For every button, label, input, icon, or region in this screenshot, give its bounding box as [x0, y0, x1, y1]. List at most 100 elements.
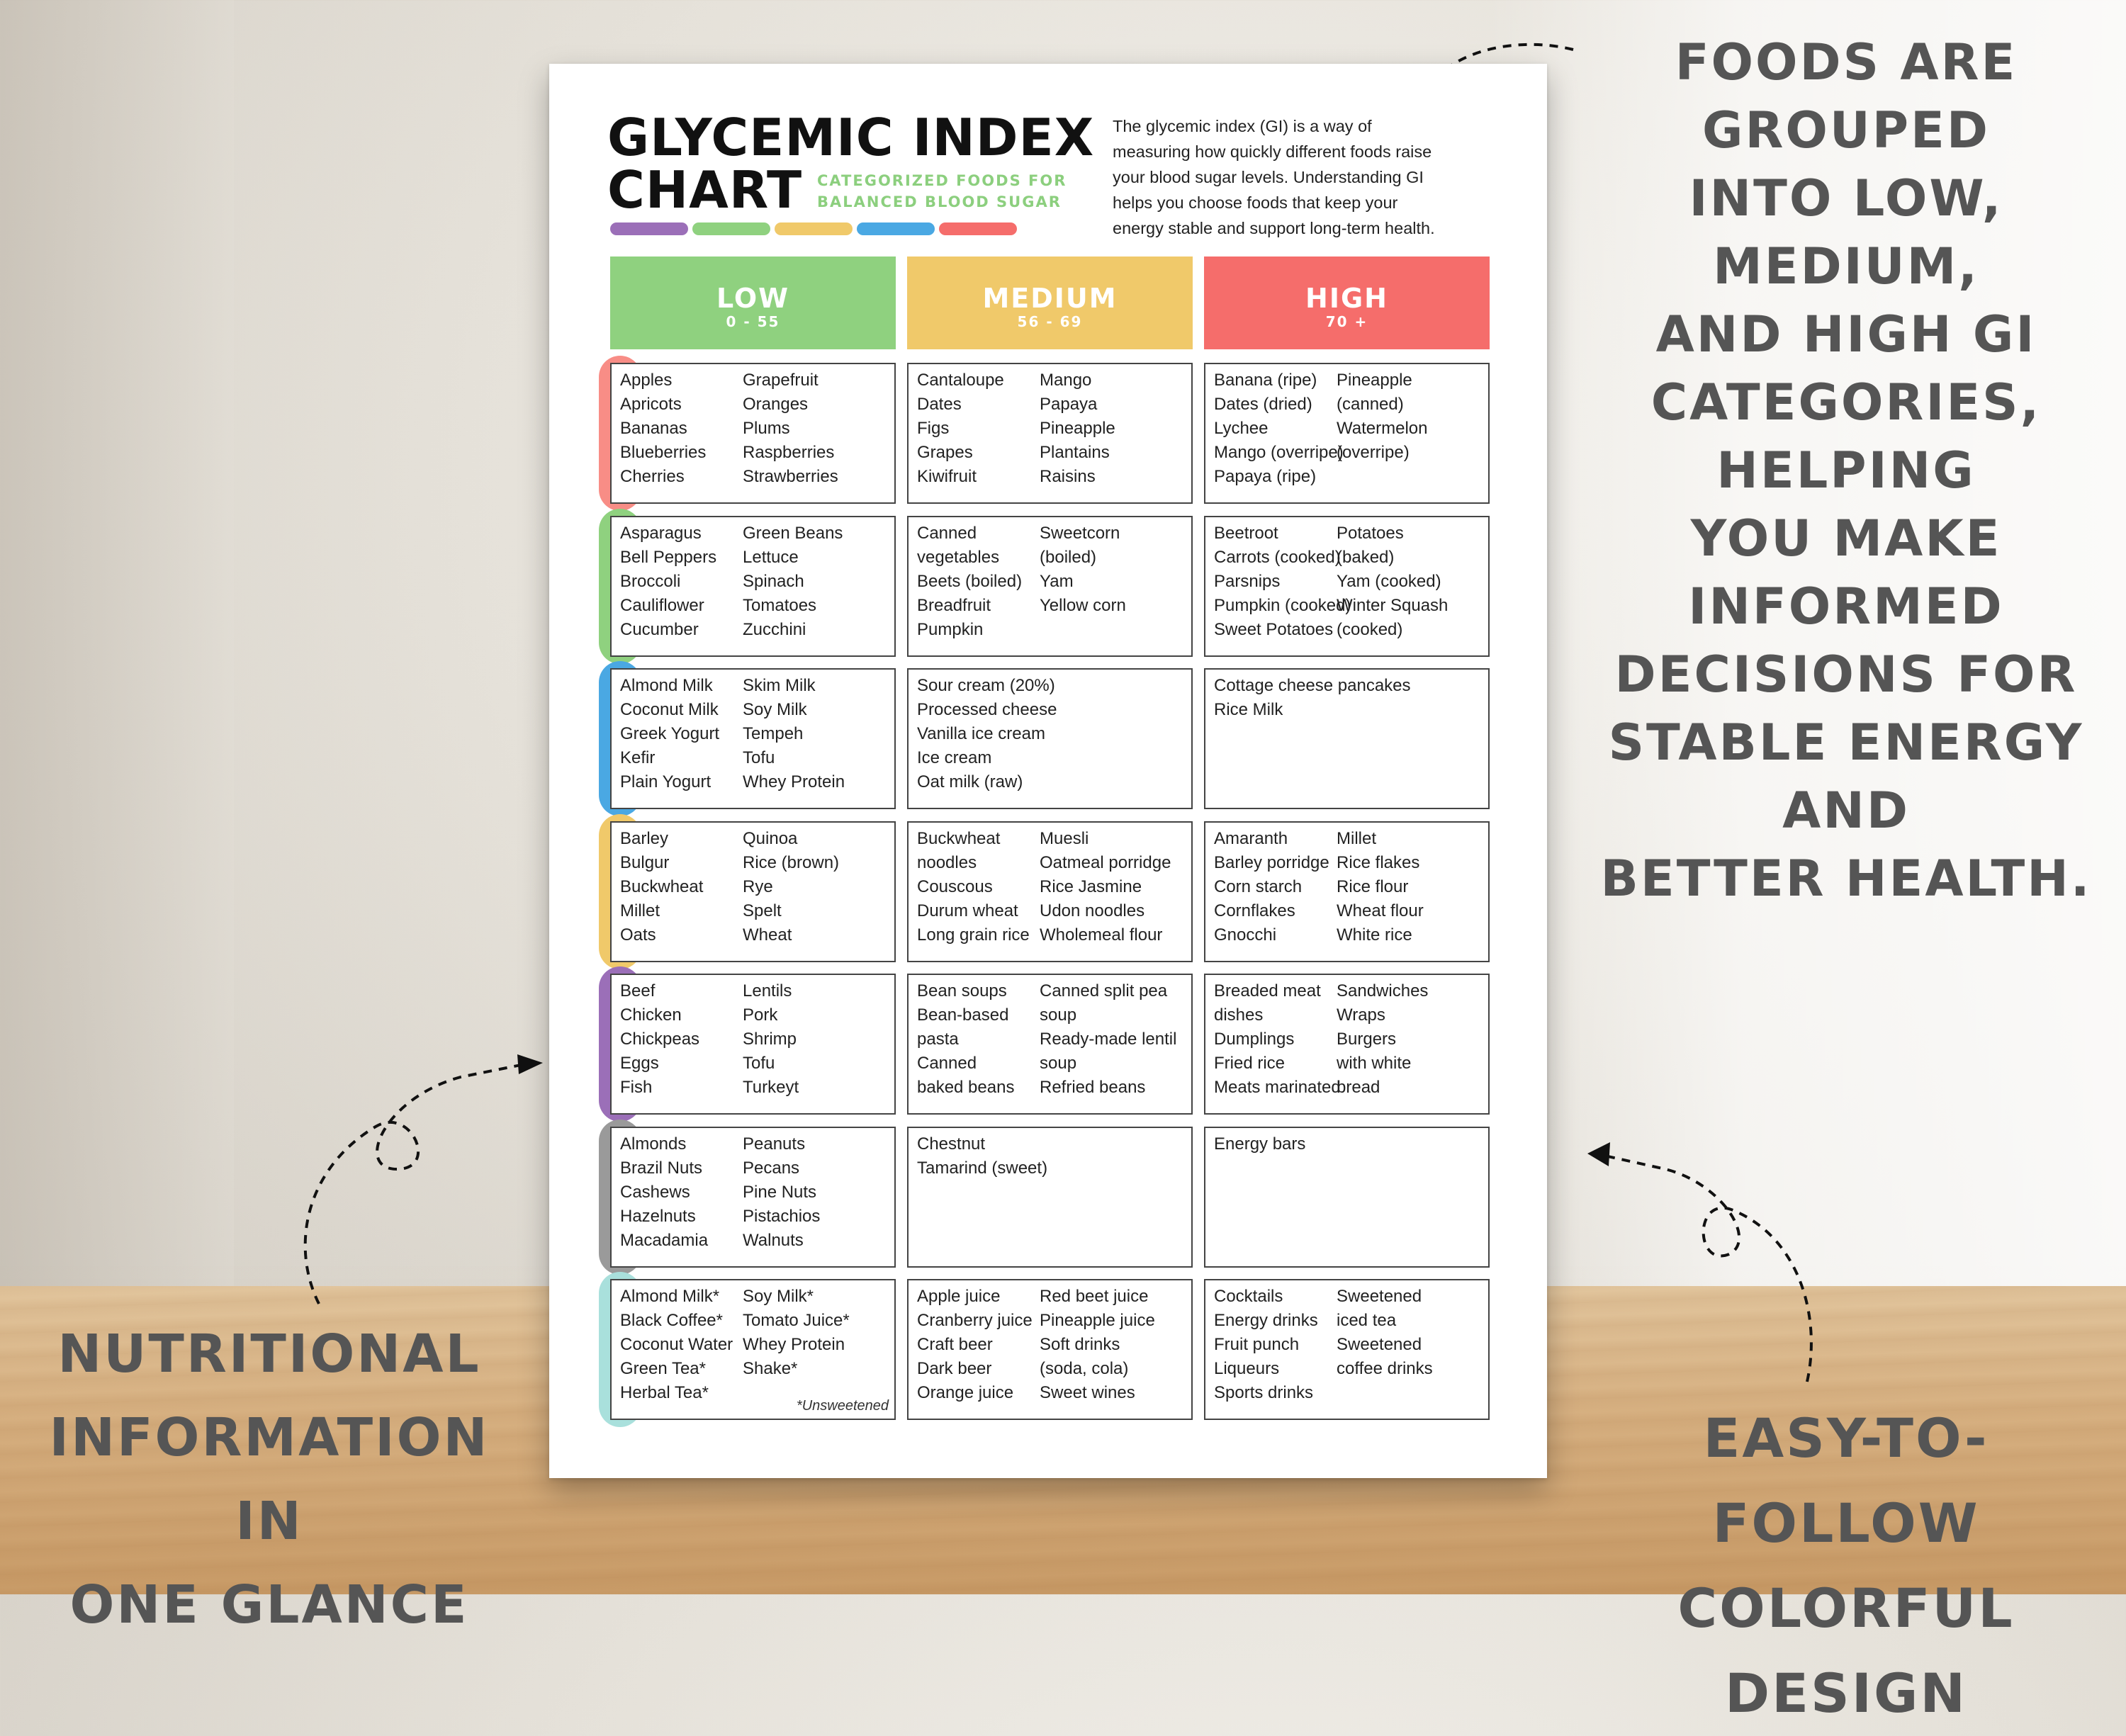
food-list: Beef Chicken Chickpeas Eggs Fish [620, 979, 699, 1100]
column-header-medium: MEDIUM 56 - 69 [907, 257, 1193, 349]
food-item: Winter Squash [1337, 595, 1449, 615]
food-item: Asparagus [620, 523, 702, 543]
food-list: Almonds Brazil Nuts Cashews Hazelnuts Macada… [620, 1132, 708, 1253]
food-item: Sandwiches [1337, 981, 1429, 1001]
food-item: Millet [620, 901, 660, 920]
cell-fruits-high: Banana (ripe) Dates (dried) Lychee Mango (o… [1204, 363, 1490, 504]
food-item: noodles [917, 852, 977, 872]
food-item: Mango (overripe) [1214, 443, 1344, 462]
food-item: Ready-made lentil [1040, 1030, 1177, 1049]
food-item: Canned [917, 1054, 977, 1073]
food-item: Pork [743, 1005, 778, 1025]
cell-grains-low: Barley Bulgur Buckwheat Millet Oats Quinoa Ric… [610, 821, 896, 962]
column-header-range: 0 - 55 [726, 313, 780, 330]
cell-veggies-medium: Canned vegetables Beets (boiled) Breadfruit… [907, 515, 1193, 657]
food-item: Apple juice [917, 1287, 1001, 1306]
food-item: Bulgur [620, 852, 670, 872]
food-item: Plums [743, 419, 790, 438]
food-item: Sweet Potatoes [1214, 619, 1334, 639]
food-item: Herbal Tea* [620, 1383, 709, 1402]
food-list: Canned vegetables Beets (boiled) Breadfruit… [917, 522, 1022, 642]
food-item: Beetroot [1214, 523, 1278, 543]
food-item: Fried rice [1214, 1054, 1286, 1073]
cell-proteins-high: Breaded meat dishes Dumplings Fried rice Mea… [1204, 974, 1490, 1115]
food-item: Rice flour [1337, 877, 1409, 896]
food-item: soup [1040, 1005, 1077, 1025]
food-list: Buckwheat noodles Couscous Durum wheat Long … [917, 827, 1030, 947]
food-item: Dumplings [1214, 1030, 1295, 1049]
food-item: Cherries [620, 467, 685, 486]
cell-nuts-medium: Chestnut Tamarind (sweet) [907, 1126, 1193, 1268]
food-item: Green Tea* [620, 1359, 706, 1378]
food-item: Couscous [917, 877, 993, 896]
food-list: Banana (ripe) Dates (dried) Lychee Mango (o… [1214, 368, 1344, 489]
food-item: Tofu [743, 1054, 775, 1073]
gi-chart-poster: GLYCEMIC INDEX CHART CATEGORIZED FOODS F… [549, 64, 1547, 1478]
food-item: coffee drinks [1337, 1359, 1433, 1378]
food-item: (overripe) [1337, 443, 1410, 462]
food-item: (cooked) [1337, 619, 1403, 639]
food-item: Muesli [1040, 828, 1089, 848]
food-item: Lentils [743, 981, 792, 1001]
food-item: Figs [917, 419, 950, 438]
cell-proteins-medium: Bean soups Bean-based pasta Canned baked bea… [907, 974, 1193, 1115]
cell-veggies-high: Beetroot Carrots (cooked) Parsnips Pumpkin … [1204, 515, 1490, 657]
callout-bottom-left: NUTRITIONAL INFORMATION IN ONE GLANCE [49, 1324, 490, 1635]
food-item: Fruit punch [1214, 1335, 1300, 1354]
food-list: Canned split pea soup Ready-made lentil sou… [1040, 979, 1176, 1100]
food-item: Beef [620, 981, 656, 1001]
food-list: Millet Rice flakes Rice flour Wheat flour Wh… [1337, 827, 1424, 947]
food-item: Bananas [620, 419, 687, 438]
food-item: Tamarind (sweet) [917, 1158, 1048, 1178]
food-list: Lentils Pork Shrimp Tofu Turkeyt [743, 979, 799, 1100]
column-header-low: LOW 0 - 55 [610, 257, 896, 349]
food-list: Breaded meat dishes Dumplings Fried rice Mea… [1214, 979, 1341, 1100]
food-item: Greek Yogurt [620, 724, 720, 743]
food-item: Chicken [620, 1005, 682, 1025]
food-list: Energy bars [1214, 1132, 1305, 1156]
food-item: Oranges [743, 395, 809, 414]
background-window-right [1488, 0, 2126, 1290]
food-item: Amaranth [1214, 828, 1288, 848]
food-item: Soft drinks [1040, 1335, 1120, 1354]
food-item: Peanuts [743, 1134, 806, 1154]
food-item: Papaya [1040, 395, 1098, 414]
food-item: Apricots [620, 395, 682, 414]
background-window-left [0, 0, 234, 1290]
food-item: Dates (dried) [1214, 395, 1312, 414]
food-item: Parsnips [1214, 571, 1281, 591]
color-swatch [857, 222, 935, 235]
food-item: Chestnut [917, 1134, 986, 1154]
food-item: Pumpkin (cooked) [1214, 595, 1351, 615]
food-item: Rice flakes [1337, 852, 1420, 872]
food-list: Mango Papaya Pineapple Plantains Raisins [1040, 368, 1115, 489]
color-swatch [775, 222, 853, 235]
food-item: Tomato Juice* [743, 1311, 850, 1330]
food-item: Yam (cooked) [1337, 571, 1441, 591]
color-swatch [939, 222, 1017, 235]
cell-proteins-low: Beef Chicken Chickpeas Eggs Fish Lentils Pork S… [610, 974, 896, 1115]
food-item: Grapefruit [743, 371, 819, 390]
food-item: Rice Jasmine [1040, 877, 1142, 896]
food-list: Peanuts Pecans Pine Nuts Pistachios Walnuts [743, 1132, 820, 1253]
food-item: Sweet wines [1040, 1383, 1135, 1402]
food-item: Pineapple [1040, 419, 1115, 438]
food-item: Wraps [1337, 1005, 1385, 1025]
column-header-high: HIGH 70 + [1204, 257, 1490, 349]
food-item: Barley [620, 828, 669, 848]
food-item: Sweetened [1337, 1335, 1422, 1354]
food-list: Chestnut Tamarind (sweet) [917, 1132, 1047, 1180]
food-item: Cucumber [620, 619, 699, 639]
column-header-range: 70 + [1325, 313, 1368, 330]
food-item: Pumpkin [917, 619, 984, 639]
food-item: Buckwheat [917, 828, 1001, 848]
food-item: Pineapple [1337, 371, 1412, 390]
food-item: Cottage cheese pancakes [1214, 676, 1411, 695]
arrow-bottom-right-icon [1587, 1142, 1813, 1382]
food-item: Pineapple juice [1040, 1311, 1155, 1330]
cell-drinks-high: Cocktails Energy drinks Fruit punch Liqueur… [1204, 1279, 1490, 1420]
food-item: Green Beans [743, 523, 843, 543]
food-item: Black Coffee* [620, 1311, 723, 1330]
food-item: Pine Nuts [743, 1182, 817, 1202]
food-item: Brazil Nuts [620, 1158, 703, 1178]
